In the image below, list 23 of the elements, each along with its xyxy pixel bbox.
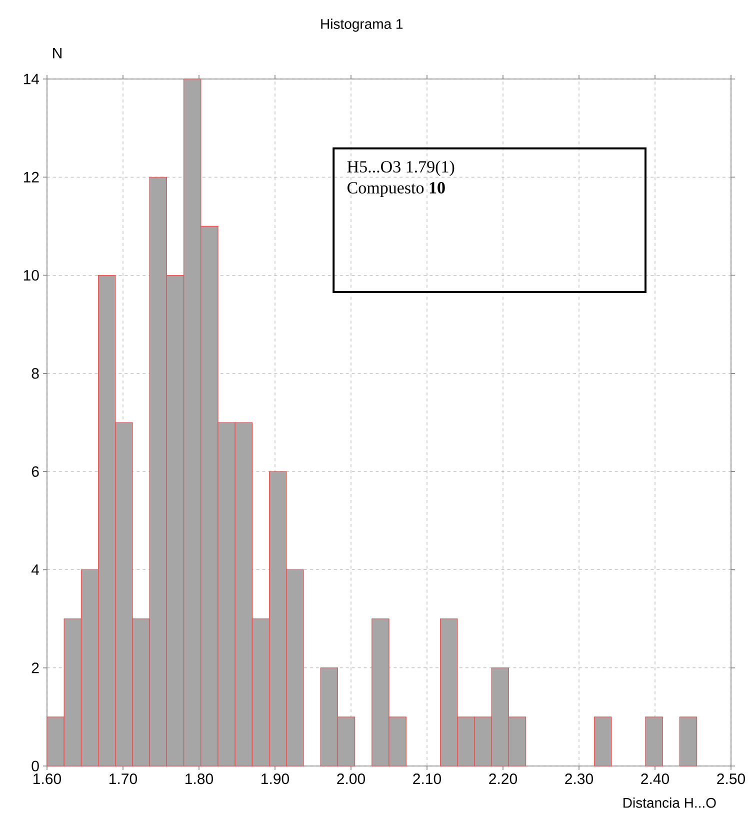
x-tick-label: 1.70: [110, 774, 138, 784]
y-tick-label: 4: [31, 564, 40, 575]
x-tick-label: 2.10: [413, 774, 442, 784]
y-tick-label: 0: [32, 760, 39, 772]
x-tick-label: 2.20: [489, 774, 518, 784]
x-tick-label: 2.40: [641, 774, 670, 784]
y-tick-label: 10: [24, 270, 39, 281]
x-tick-label: 1.90: [262, 774, 290, 784]
x-axis-title: Distancia H...O: [624, 798, 716, 808]
y-axis-title: N: [53, 48, 62, 58]
y-tick-label: 8: [32, 368, 39, 379]
chart-title: Histograma 1: [321, 18, 403, 32]
y-tick-label: 2: [32, 662, 39, 674]
x-tick-label: 2.30: [565, 774, 594, 784]
annotation: Compuesto 10: [348, 182, 445, 197]
y-tick-label: 14: [24, 74, 40, 84]
y-tick-label: 12: [24, 172, 39, 182]
annotation: H5...O3 1.79(1): [347, 160, 454, 176]
y-tick-label: 6: [32, 466, 39, 477]
x-tick-label: 2.50: [717, 774, 746, 784]
x-tick-label: 2.00: [337, 774, 366, 784]
x-tick-label: 1.80: [186, 774, 214, 784]
x-tick-label: 1.60: [34, 774, 62, 784]
